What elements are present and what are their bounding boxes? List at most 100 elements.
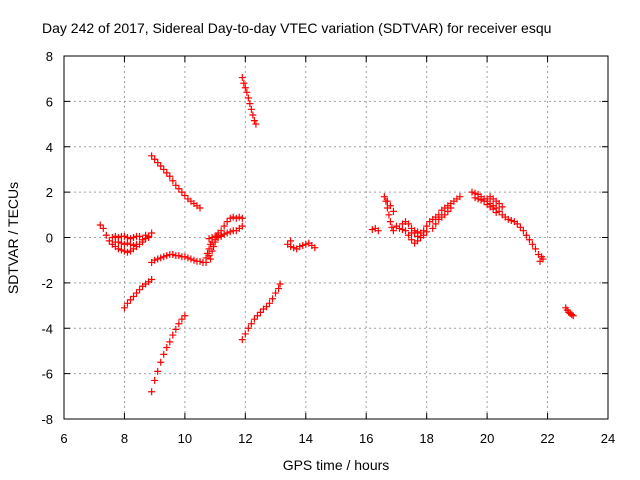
x-tick-label: 16 <box>359 431 373 446</box>
data-point <box>272 289 280 297</box>
data-point <box>269 295 277 303</box>
data-point <box>160 165 168 173</box>
data-point <box>489 205 497 213</box>
data-point <box>389 207 397 215</box>
y-tick-label: -8 <box>41 412 53 427</box>
data-point <box>235 213 243 221</box>
data-point <box>223 218 231 226</box>
data-point <box>492 209 500 217</box>
data-point <box>238 74 246 82</box>
data-point <box>181 253 189 261</box>
data-point <box>232 214 240 222</box>
data-point <box>117 239 125 247</box>
data-point <box>163 344 171 352</box>
y-tick-label: 0 <box>46 231 53 246</box>
data-point <box>133 289 141 297</box>
data-point <box>444 207 452 215</box>
data-point <box>252 120 260 128</box>
data-point <box>208 247 216 255</box>
data-point <box>507 216 515 224</box>
data-point <box>495 207 503 215</box>
data-point <box>207 255 215 263</box>
data-point <box>405 220 413 228</box>
data-point <box>220 222 228 230</box>
y-tick-label: -4 <box>41 321 53 336</box>
data-point <box>130 241 138 249</box>
data-point <box>139 236 147 244</box>
data-point <box>539 255 547 263</box>
data-point <box>495 199 503 207</box>
y-tick-label: -2 <box>41 276 53 291</box>
data-point <box>253 312 261 320</box>
data-point <box>513 220 521 228</box>
data-point <box>447 204 455 212</box>
data-point <box>244 324 252 332</box>
data-point <box>130 234 138 241</box>
data-point <box>275 285 283 293</box>
data-point <box>241 84 249 92</box>
data-point <box>166 338 174 346</box>
data-point <box>471 194 479 202</box>
data-point <box>187 255 195 263</box>
data-point <box>477 196 485 204</box>
data-point <box>114 238 122 246</box>
x-tick-label: 24 <box>601 431 615 446</box>
data-point <box>498 203 506 211</box>
data-point <box>157 358 165 366</box>
data-point <box>388 223 396 231</box>
data-point <box>420 227 428 235</box>
data-point <box>408 236 416 244</box>
data-point <box>296 243 304 251</box>
grid <box>64 56 608 419</box>
data-point <box>238 214 246 222</box>
data-point <box>411 227 419 235</box>
data-point <box>120 232 128 240</box>
data-point <box>276 280 284 288</box>
data-point <box>290 244 298 252</box>
data-points <box>96 74 577 396</box>
data-point <box>217 231 225 239</box>
data-point <box>172 325 180 333</box>
x-tick-label: 6 <box>60 431 67 446</box>
data-point <box>136 286 144 294</box>
data-point <box>148 275 156 283</box>
data-point <box>175 185 183 193</box>
data-point <box>223 229 231 237</box>
data-point <box>250 117 258 125</box>
data-point <box>205 235 213 243</box>
data-point <box>474 195 482 203</box>
data-point <box>178 188 186 196</box>
data-point <box>96 221 104 229</box>
data-point <box>226 214 234 222</box>
data-point <box>123 239 131 247</box>
data-point <box>181 312 189 320</box>
data-point <box>196 257 204 265</box>
x-axis-label: GPS time / hours <box>283 457 390 473</box>
data-point <box>525 236 533 244</box>
data-point <box>117 246 125 254</box>
data-point <box>108 234 116 241</box>
data-point <box>130 292 138 300</box>
data-point <box>302 240 310 248</box>
data-point <box>519 227 527 235</box>
data-point <box>99 224 107 232</box>
data-point <box>229 213 237 221</box>
data-point <box>157 162 165 170</box>
data-point <box>249 111 257 119</box>
data-point <box>374 227 382 235</box>
data-point <box>240 79 248 87</box>
data-point <box>166 172 174 180</box>
data-point <box>181 192 189 200</box>
data-point <box>151 256 159 264</box>
x-tick-label: 20 <box>480 431 494 446</box>
data-point <box>133 240 141 248</box>
data-point <box>516 223 524 231</box>
data-point <box>148 152 156 160</box>
data-point <box>429 224 437 232</box>
data-point <box>154 255 162 263</box>
data-point <box>244 94 252 102</box>
data-point <box>154 367 162 375</box>
data-point <box>136 232 144 240</box>
data-point <box>169 177 177 185</box>
